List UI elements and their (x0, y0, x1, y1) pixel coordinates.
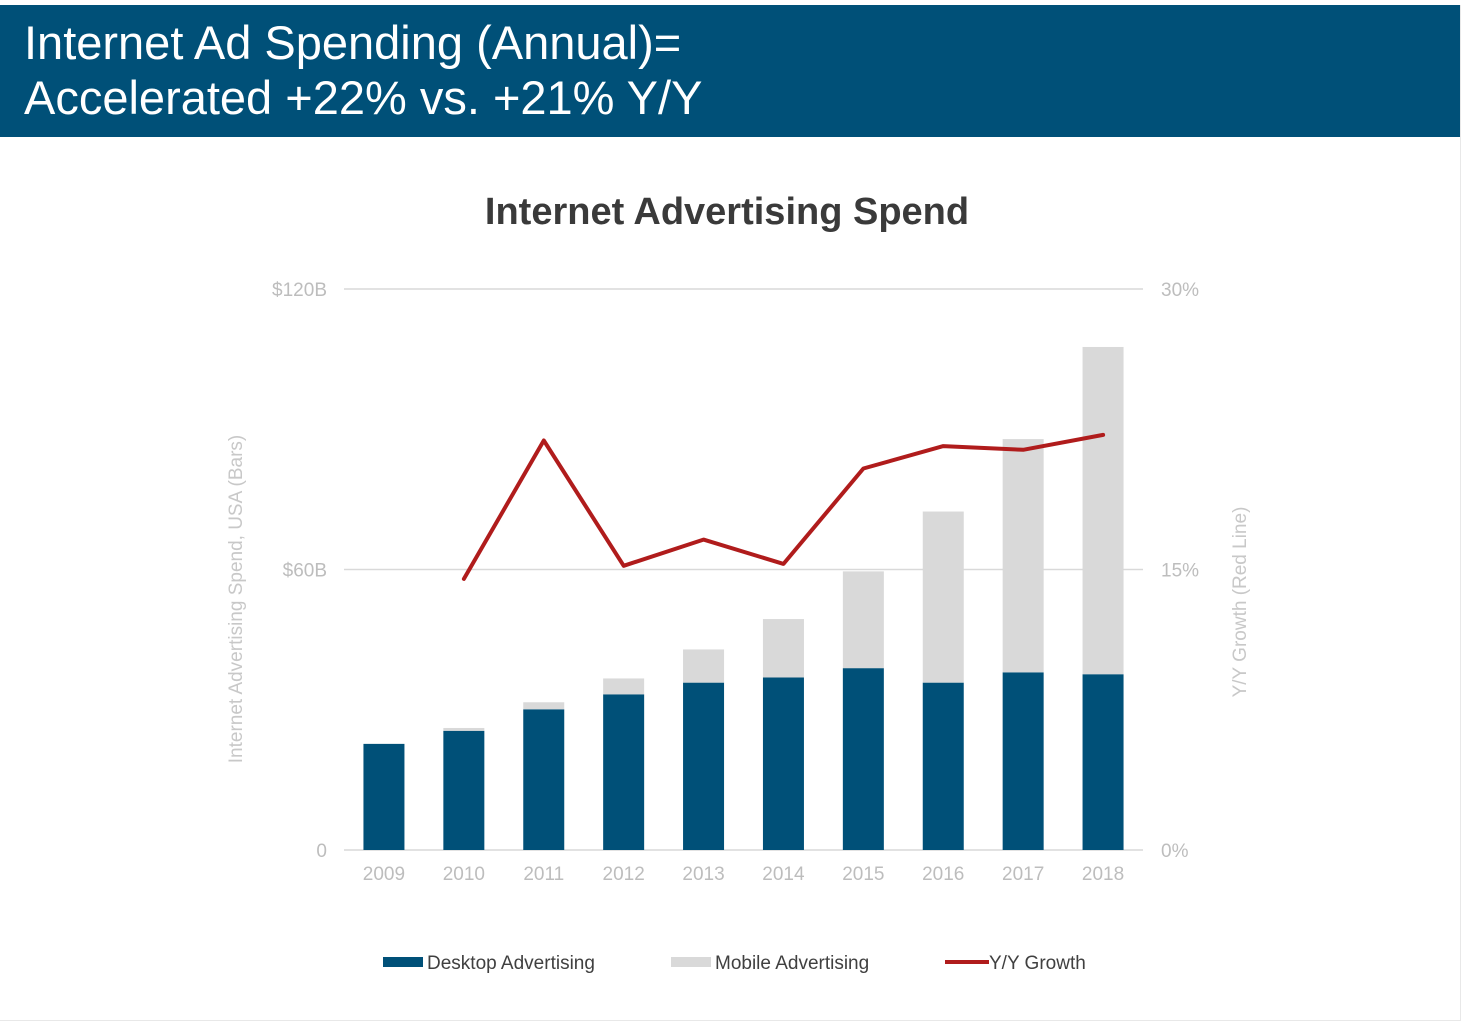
x-tick-label: 2012 (603, 864, 645, 885)
bars (363, 346, 1124, 850)
legend-label-desktop: Desktop Advertising (427, 953, 595, 974)
chart-title: Internet Advertising Spend (485, 191, 969, 233)
y-left-tick-label: 0 (316, 841, 327, 862)
desktop-bar (922, 682, 964, 850)
x-tick-label: 2015 (842, 864, 884, 885)
slide-header: Internet Ad Spending (Annual)= Accelerat… (0, 5, 1460, 137)
y-left-axis-title: Internet Advertising Spend, USA (Bars) (226, 435, 247, 763)
legend-swatch-desktop (383, 957, 423, 967)
desktop-bar (603, 694, 645, 850)
legend-swatch-mobile (671, 957, 711, 967)
x-tick-label: 2014 (762, 864, 805, 885)
x-tick-label: 2017 (1002, 864, 1044, 885)
y-left-tick-label: $120B (272, 280, 327, 301)
slide: Internet Ad Spending (Annual)= Accelerat… (0, 5, 1461, 1021)
y-right-tick-label: 15% (1161, 561, 1199, 582)
legend-label-growth: Y/Y Growth (989, 953, 1086, 974)
y-left-tick-label: $60B (283, 561, 327, 582)
axis-ticks: 0 $60B $120B 0% 15% 30% 2009 2010 2011 2012 2013 20… (272, 280, 1199, 885)
x-tick-label: 2016 (922, 864, 964, 885)
desktop-bar (1082, 674, 1124, 850)
mobile-bar (922, 511, 964, 683)
y-right-axis-title: Y/Y Growth (Red Line) (1230, 507, 1251, 698)
desktop-bar (762, 677, 804, 850)
x-tick-label: 2013 (682, 864, 724, 885)
desktop-bar (842, 668, 884, 850)
mobile-bar (683, 649, 725, 683)
x-tick-label: 2010 (443, 864, 485, 885)
y-right-tick-label: 0% (1161, 841, 1189, 862)
legend-label-mobile: Mobile Advertising (715, 953, 869, 974)
x-tick-label: 2018 (1082, 864, 1124, 885)
desktop-bar (1002, 672, 1044, 850)
slide-title-line-1: Internet Ad Spending (Annual)= (24, 16, 682, 69)
desktop-bar (523, 709, 565, 850)
mobile-bar (1002, 439, 1044, 673)
mobile-bar (842, 571, 884, 669)
mobile-bar (1082, 346, 1124, 675)
mobile-bar (603, 678, 645, 695)
desktop-bar (683, 682, 725, 850)
x-tick-label: 2011 (523, 864, 564, 885)
desktop-bar (443, 730, 485, 850)
legend: Desktop Advertising Mobile Advertising Y/Y… (383, 953, 1086, 974)
desktop-bar (363, 743, 405, 850)
x-tick-label: 2009 (363, 864, 405, 885)
y-right-tick-label: 30% (1161, 280, 1199, 301)
mobile-bar (762, 619, 804, 678)
growth-line (461, 432, 1106, 581)
mobile-bar (443, 727, 485, 731)
slide-title-line-2: Accelerated +22% vs. +21% Y/Y (24, 71, 703, 124)
growth-line-path (461, 432, 1106, 581)
mobile-bar (523, 702, 565, 710)
